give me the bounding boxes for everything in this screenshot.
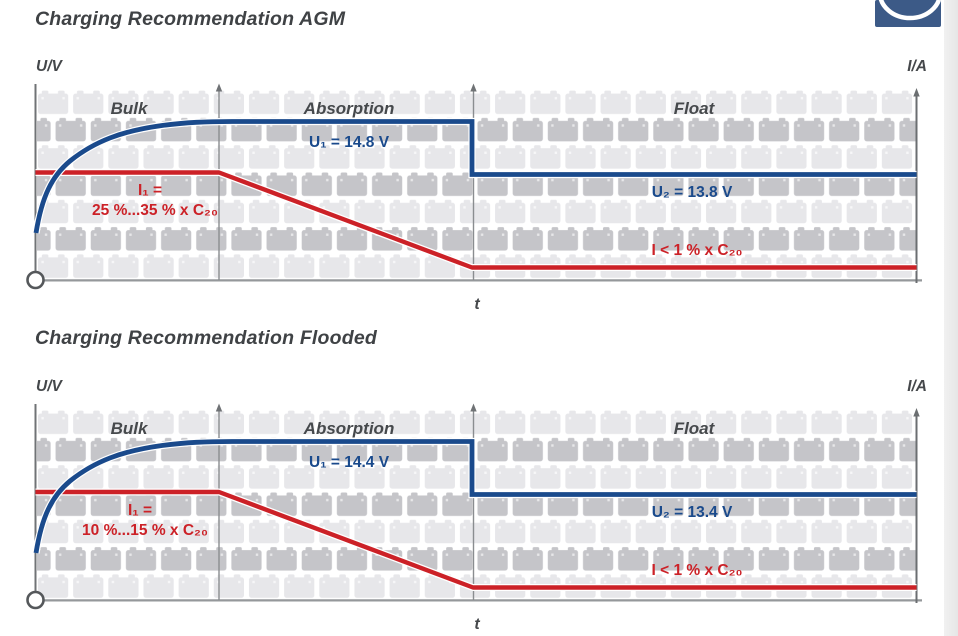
voltage-curve bbox=[33, 119, 917, 234]
brand-logo-partial bbox=[875, 0, 941, 27]
i1-annotation-line1: I₁ = bbox=[138, 182, 162, 199]
phase-label-absorption: Absorption bbox=[303, 99, 395, 118]
flooded-chart: U/V I/A Bulk Absorption Float U bbox=[26, 378, 927, 633]
phase-label-bulk: Bulk bbox=[111, 419, 149, 438]
divider-arrow-icon bbox=[470, 83, 477, 92]
left-axis-label: U/V bbox=[36, 378, 64, 395]
right-axis-arrow-icon bbox=[913, 408, 920, 417]
agm-chart-title: Charging Recommendation AGM bbox=[35, 8, 346, 30]
i1-annotation-line1: I₁ = bbox=[128, 502, 152, 519]
u2-annotation: U₂ = 13.4 V bbox=[652, 504, 733, 521]
phase-label-absorption: Absorption bbox=[303, 419, 395, 438]
right-axis-label: I/A bbox=[907, 378, 927, 395]
float-current-annotation: I < 1 % x C₂₀ bbox=[652, 242, 743, 259]
float-current-annotation: I < 1 % x C₂₀ bbox=[652, 562, 743, 579]
right-axis-arrow-icon bbox=[913, 88, 920, 97]
origin-circle bbox=[26, 590, 45, 610]
battery-pattern-background bbox=[37, 88, 916, 279]
i1-annotation-line2: 10 %...15 % x C₂₀ bbox=[82, 522, 208, 539]
right-axis-label: I/A bbox=[907, 58, 927, 75]
time-axis-label: t bbox=[474, 296, 480, 313]
origin-circle bbox=[26, 270, 45, 290]
u1-annotation: U₁ = 14.8 V bbox=[309, 134, 390, 151]
u1-annotation: U₁ = 14.4 V bbox=[309, 454, 390, 471]
flooded-chart-title: Charging Recommendation Flooded bbox=[35, 327, 378, 349]
u2-annotation: U₂ = 13.8 V bbox=[652, 184, 733, 201]
phase-label-bulk: Bulk bbox=[111, 99, 149, 118]
agm-chart: U/V I/A Bulk Absorption Float U bbox=[26, 58, 927, 313]
battery-pattern-background bbox=[37, 408, 916, 599]
divider-arrow-icon bbox=[215, 83, 223, 92]
phase-label-float: Float bbox=[674, 99, 716, 118]
brand-logo-icon bbox=[875, 0, 941, 27]
divider-arrow-icon bbox=[215, 403, 223, 412]
left-axis-label: U/V bbox=[36, 58, 64, 75]
page-edge-strip bbox=[944, 0, 958, 636]
i1-annotation-line2: 25 %...35 % x C₂₀ bbox=[92, 202, 218, 219]
phase-label-float: Float bbox=[674, 419, 716, 438]
time-axis-label: t bbox=[474, 616, 480, 633]
divider-arrow-icon bbox=[470, 403, 477, 412]
current-curve bbox=[35, 489, 917, 590]
voltage-curve bbox=[33, 439, 917, 554]
current-curve bbox=[35, 170, 917, 270]
